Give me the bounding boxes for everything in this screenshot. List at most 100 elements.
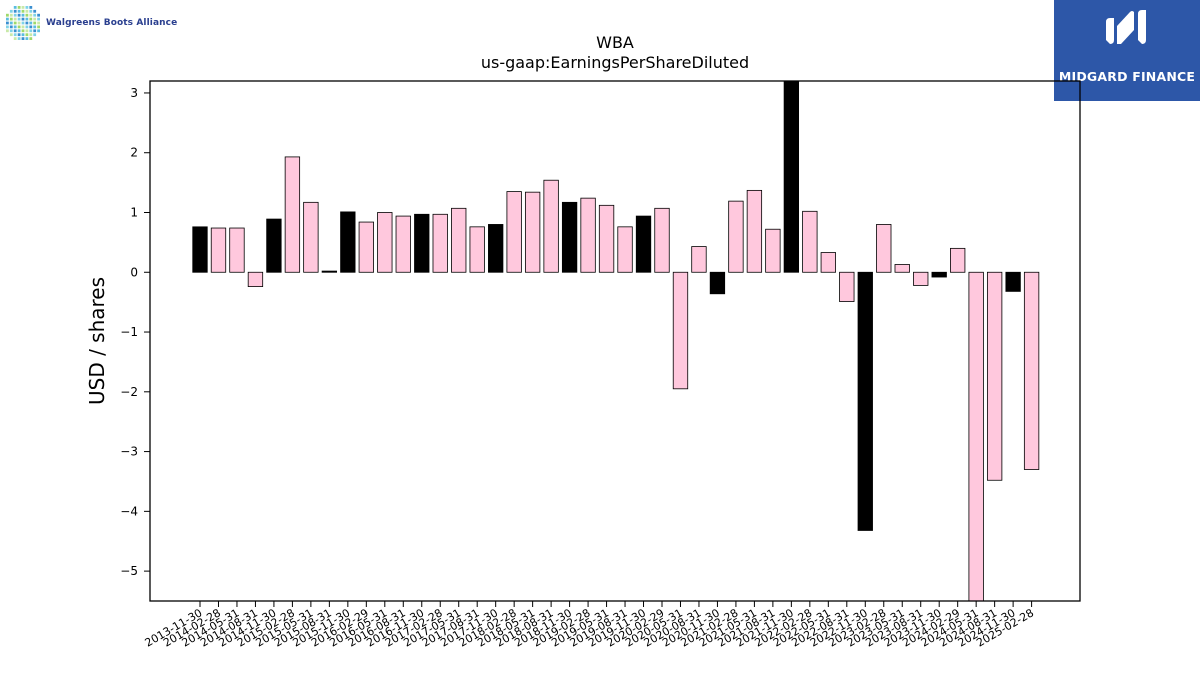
logo-dot — [33, 29, 37, 33]
bar-2023-11-30 — [931, 271, 947, 278]
logo-dot — [9, 17, 13, 21]
bar-2021-02-28 — [728, 200, 744, 273]
logo-dot — [9, 9, 13, 13]
logo-dot — [13, 13, 17, 17]
logo-dot — [17, 21, 21, 25]
midgard-finance-logo: MIDGARD FINANCE — [1054, 0, 1200, 101]
logo-dot — [13, 17, 17, 21]
logo-dot — [37, 13, 40, 17]
bar-2019-05-31 — [598, 204, 615, 273]
bar-2015-11-30 — [340, 211, 356, 273]
logo-dot — [21, 6, 25, 9]
walgreens-logo: Walgreens Boots Alliance — [4, 4, 177, 42]
logo-dot — [25, 6, 29, 9]
bar-2023-08-31 — [913, 271, 929, 286]
bar-2020-05-31 — [672, 271, 689, 390]
logo-dot — [33, 25, 37, 29]
bar-2020-11-30 — [709, 271, 726, 295]
midgard-logo-text: MIDGARD FINANCE — [1058, 69, 1196, 84]
bar-2014-11-30 — [266, 218, 282, 273]
bar-2014-02-28 — [210, 227, 227, 273]
logo-dot — [6, 21, 9, 25]
chart-title: WBA — [596, 33, 634, 52]
bar-2019-08-31 — [617, 226, 633, 273]
bar-2022-08-31 — [839, 271, 855, 302]
bar-2015-02-28 — [284, 156, 301, 273]
y-tick-label: −2 — [120, 385, 138, 399]
bar-2019-11-30 — [635, 215, 652, 273]
bar-2018-02-28 — [506, 191, 522, 273]
logo-dot — [17, 9, 21, 13]
midgard-m-icon — [1106, 10, 1146, 44]
logo-dot — [9, 13, 13, 17]
logo-dot — [29, 33, 33, 37]
logo-dot — [37, 25, 40, 29]
logo-dot — [25, 25, 29, 29]
logo-dot — [29, 29, 33, 33]
y-tick-label: −4 — [120, 504, 138, 518]
logo-dot — [9, 33, 13, 37]
logo-dot — [13, 21, 17, 25]
bar-2018-11-30 — [561, 201, 578, 273]
logo-dot — [21, 25, 25, 29]
bar-2014-05-31 — [229, 227, 245, 273]
logo-dot — [21, 17, 25, 21]
walgreens-logo-text: Walgreens Boots Alliance — [46, 18, 178, 28]
logo-dot — [29, 37, 33, 40]
logo-dot — [29, 21, 33, 25]
logo-dot — [9, 29, 13, 33]
logo-dot — [21, 9, 25, 13]
bar-2024-08-31 — [986, 271, 1003, 481]
plot-frame — [149, 80, 1081, 602]
bar-2017-11-30 — [488, 224, 504, 273]
bar-2017-02-28 — [432, 213, 448, 273]
logo-dot — [21, 29, 25, 33]
logo-dot — [25, 29, 29, 33]
y-tick-label: −1 — [120, 325, 138, 339]
bar-2022-11-30 — [857, 271, 873, 531]
y-tick-label: 1 — [130, 205, 138, 219]
logo-dot — [25, 13, 29, 17]
bar-2024-02-29 — [950, 247, 966, 273]
y-axis-ticks: 3 2 1 0 −1 −2 −3 −4 −5 — [120, 86, 150, 578]
logo-dot — [13, 37, 17, 40]
bar-2016-08-31 — [395, 215, 411, 273]
logo-dot — [13, 25, 17, 29]
logo-dot — [29, 25, 33, 29]
logo-dot — [25, 17, 29, 21]
bar-2021-08-31 — [765, 228, 781, 273]
bar-2013-11-30 — [192, 226, 208, 273]
logo-dot — [21, 13, 25, 17]
bar-2014-08-31 — [247, 271, 264, 288]
bar-2024-11-30 — [1005, 271, 1021, 292]
logo-dot — [37, 21, 40, 25]
bar-2015-05-31 — [303, 201, 319, 273]
logo-dot — [13, 29, 17, 33]
bar-2017-08-31 — [469, 226, 485, 273]
logo-dot — [29, 17, 33, 21]
bar-2015-08-31 — [321, 270, 338, 273]
y-tick-label: 3 — [130, 86, 138, 100]
logo-dot — [17, 6, 21, 9]
logo-dot — [37, 29, 40, 33]
y-axis-label: USD / shares — [85, 277, 109, 405]
logo-dot — [17, 37, 21, 40]
y-tick-label: 0 — [130, 265, 138, 279]
logo-dot — [29, 13, 33, 17]
logo-dot — [13, 9, 17, 13]
bar-2016-05-31 — [377, 212, 393, 273]
logo-dot — [17, 33, 21, 37]
logo-dot — [33, 33, 37, 37]
logo-dot — [9, 25, 13, 29]
logo-dot — [6, 29, 9, 33]
bar-2022-05-31 — [820, 252, 836, 273]
logo-dot — [13, 33, 17, 37]
logo-dot — [17, 25, 21, 29]
wba-dot-grid-icon — [6, 6, 40, 40]
logo-dot — [17, 17, 21, 21]
bar-2023-02-28 — [876, 224, 892, 273]
logo-dot — [25, 9, 29, 13]
logo-dot — [6, 13, 9, 17]
y-tick-label: 2 — [130, 146, 138, 160]
logo-dot — [37, 17, 40, 21]
